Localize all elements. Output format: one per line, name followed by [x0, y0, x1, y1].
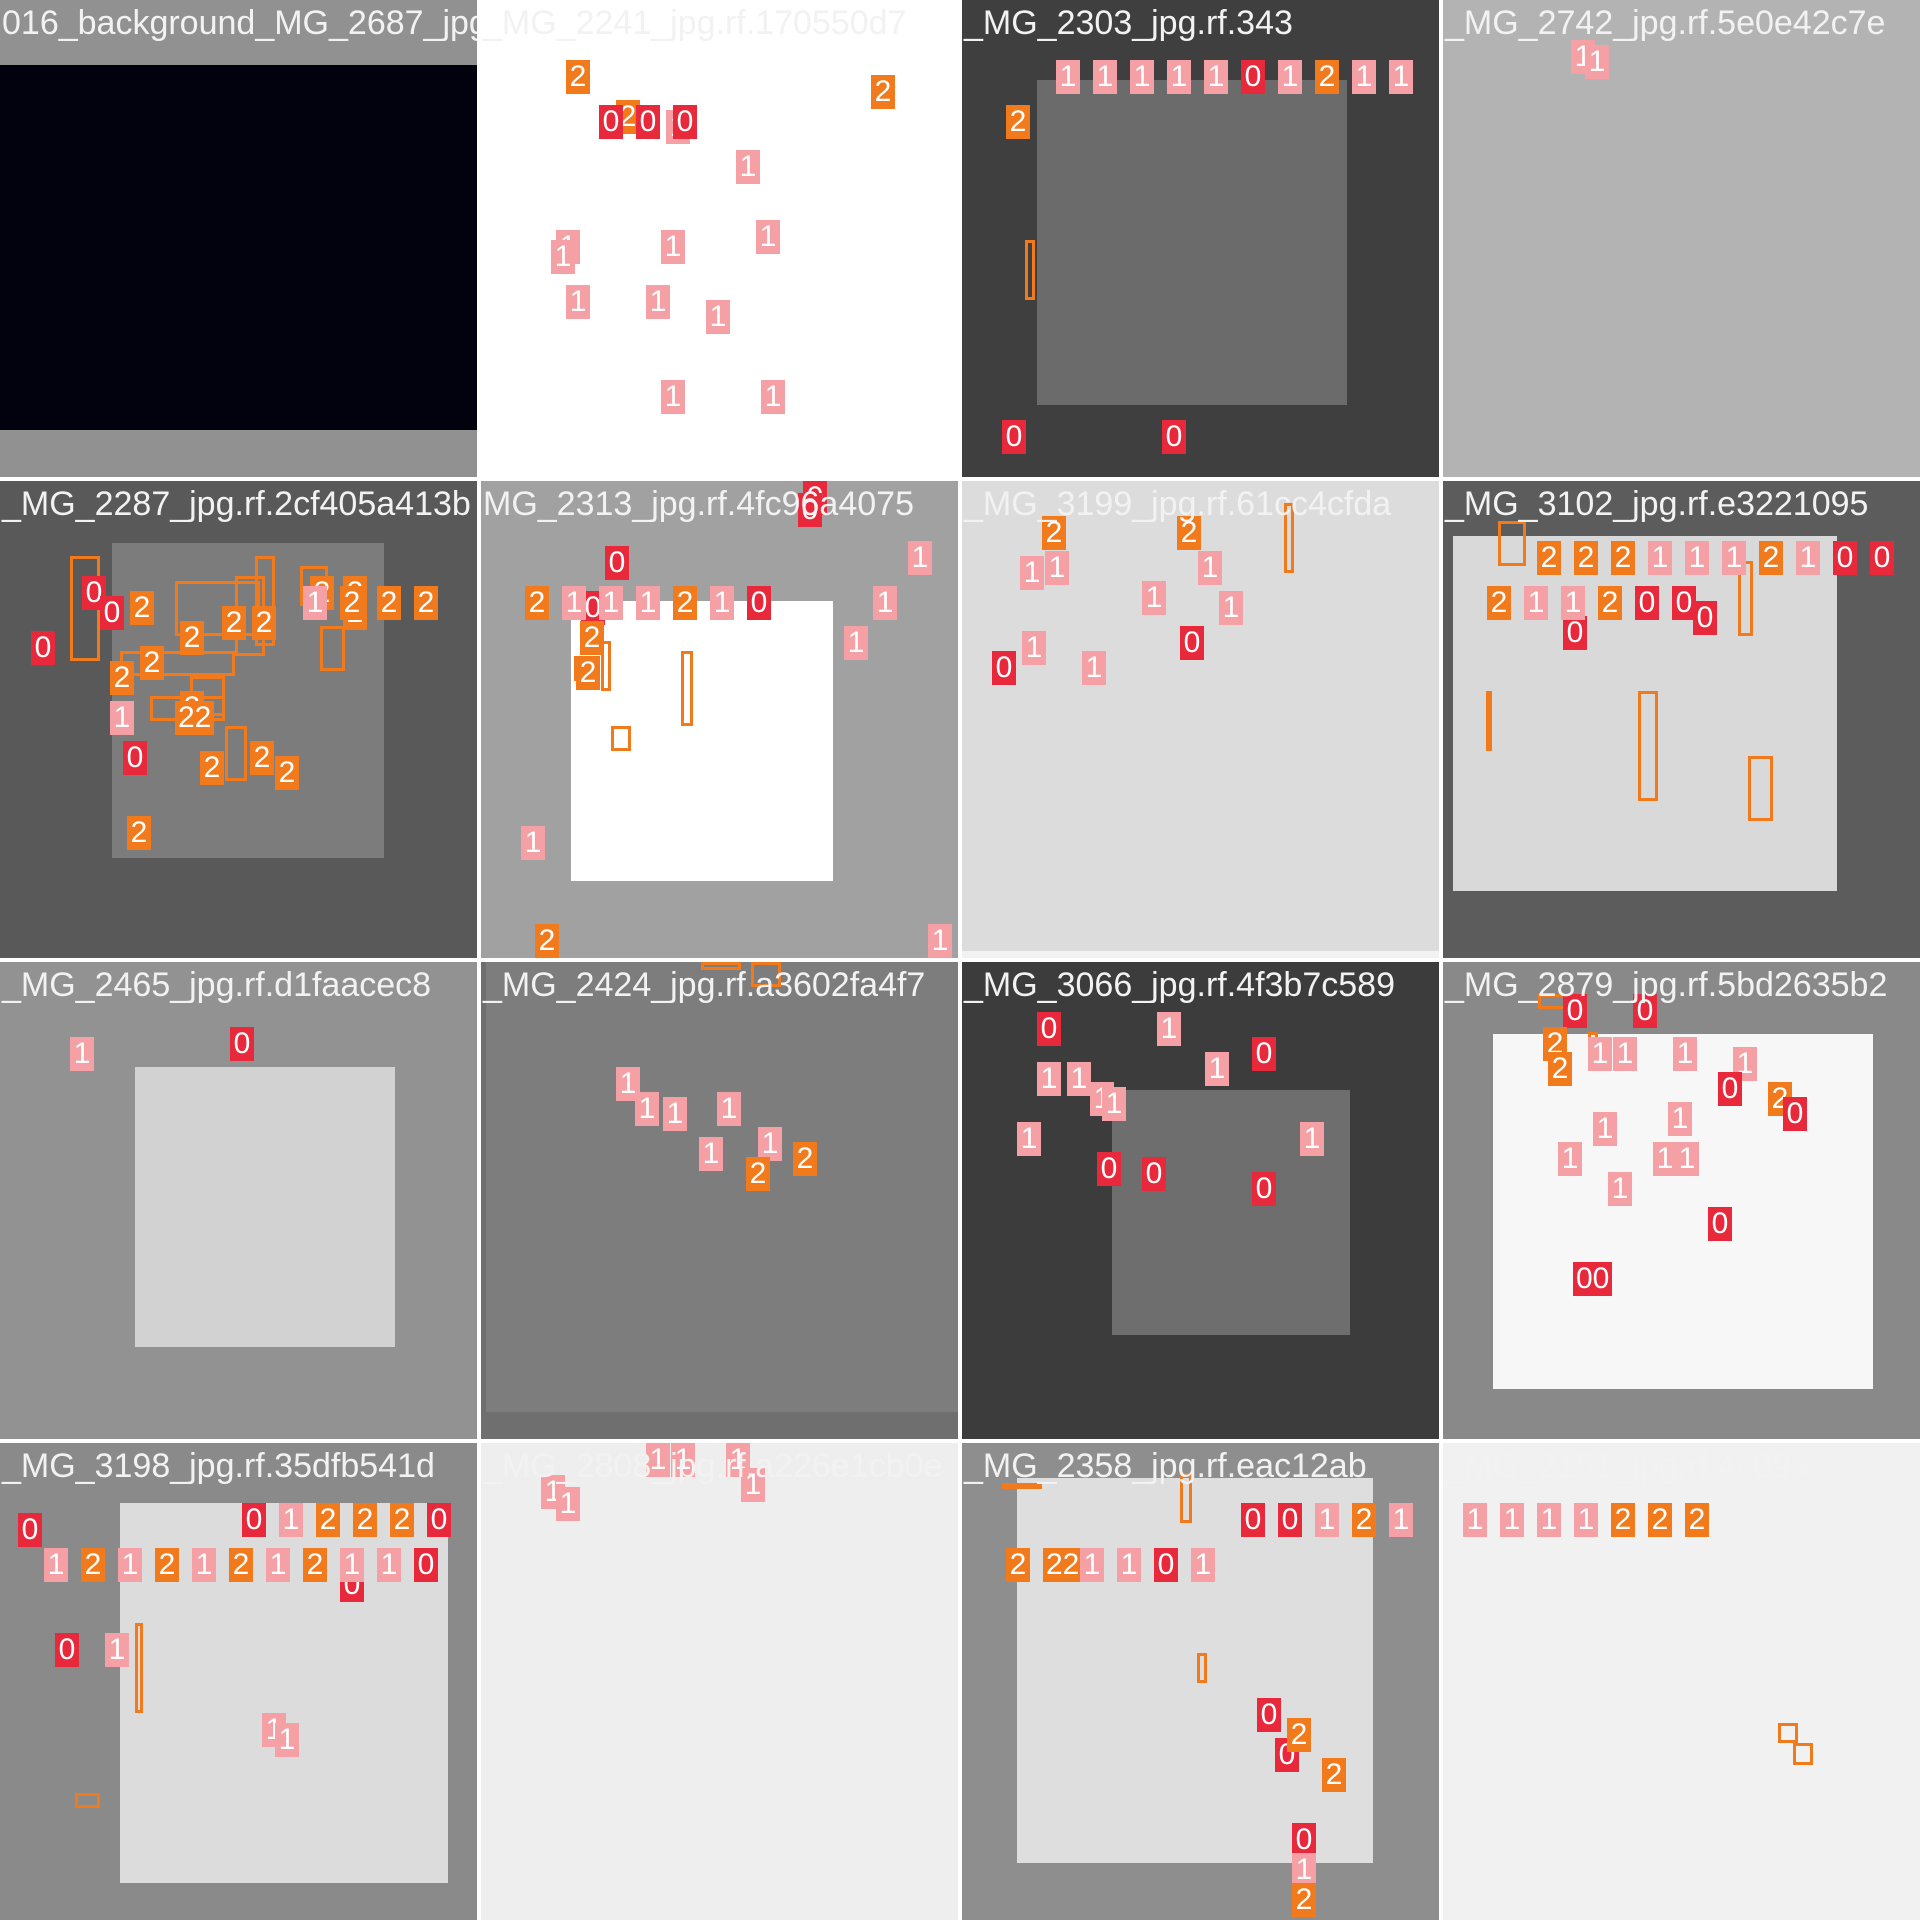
- mosaic-tile: _MG_2287_jpg.rf.2cf405a413b 0 2 2 2 0 2 2 2 2 2 2 2 1…: [0, 481, 477, 958]
- specimen-surface: [481, 0, 944, 450]
- tile-filename: _MG_2465_jpg.rf.d1faacec8: [2, 968, 477, 1002]
- specimen-surface: [1443, 0, 1920, 477]
- mosaic-tile: _MG_2303_jpg.rf.343 0 0 1 1 1 1 1 0 1 2 1 1 2: [962, 0, 1439, 477]
- specimen-surface: [120, 1503, 448, 1883]
- specimen-surface: [0, 65, 477, 430]
- tile-filename: _MG_2151_jpg.rf.4c09a: [1445, 1449, 1920, 1483]
- tile-filename: _MG_2358_jpg.rf.eac12ab: [964, 1449, 1439, 1483]
- tile-filename: _MG_2287_jpg.rf.2cf405a413b: [2, 487, 477, 521]
- specimen-surface: [486, 962, 958, 1412]
- specimen-surface: [481, 1443, 958, 1920]
- specimen-surface: [135, 1067, 395, 1347]
- tile-filename: _MG_2879_jpg.rf.5bd2635b2: [1445, 968, 1920, 1002]
- tile-filename: _MG_2303_jpg.rf.343: [964, 6, 1439, 40]
- tile-filename: _MG_2424_jpg.rf.a3602fa4f7: [483, 968, 958, 1002]
- tile-filename: _MG_3066_jpg.rf.4f3b7c589: [964, 968, 1439, 1002]
- mosaic-tile: _MG_3199_jpg.rf.61cc4cfda 2 2 1 1 1 1 1 1 1 0 0: [962, 481, 1439, 958]
- tile-filename: _MG_3102_jpg.rf.e3221095: [1445, 487, 1920, 521]
- mosaic-tile: _MG_2808_jpg.rf.a226e1cb0e 1 1 1 1 1 1: [481, 1443, 958, 1920]
- tile-filename: _MG_3198_jpg.rf.35dfb541d: [2, 1449, 477, 1483]
- mosaic-tile: MG_2313_jpg.rf.4fc96a4075 0 0 0 0 2 2 1 1 1 2 1 1 2 1 1…: [481, 481, 958, 958]
- mosaic-tile: _MG_2742_jpg.rf.5e0e42c7e 1 1: [1443, 0, 1920, 477]
- specimen-surface: [1453, 536, 1837, 891]
- mosaic-tile: _MG_2465_jpg.rf.d1faacec8 1 0: [0, 962, 477, 1439]
- specimen-surface: [571, 601, 833, 881]
- specimen-surface: [1443, 1443, 1920, 1920]
- tile-filename: _MG_3199_jpg.rf.61cc4cfda: [964, 487, 1439, 521]
- mosaic-tile: 016_background_MG_2687_jpg.rf.5994fdb9d7…: [0, 0, 477, 477]
- specimen-surface: [1112, 1090, 1350, 1335]
- mosaic-tile: _MG_2424_jpg.rf.a3602fa4f7 1 1 1 1 1 1 2 2: [481, 962, 958, 1439]
- mosaic-tile: _MG_3066_jpg.rf.4f3b7c589 0 1 1 1 1 1 1 0 1 1 0 0 0: [962, 962, 1439, 1439]
- tile-filename: _MG_2742_jpg.rf.5e0e42c7e: [1445, 6, 1920, 40]
- specimen-surface: [962, 481, 1439, 951]
- mosaic-tile: _MG_2151_jpg.rf.4c09a 1 1 1 1 2 2 2: [1443, 1443, 1920, 1920]
- specimen-surface: [1037, 80, 1347, 405]
- specimen-surface: [1493, 1034, 1873, 1389]
- tile-filename: _MG_2808_jpg.rf.a226e1cb0e: [483, 1449, 958, 1483]
- mosaic-tile: _MG_3198_jpg.rf.35dfb541d 0 0 0 1 1 1 0 1 2 2 2 0 1 2 1…: [0, 1443, 477, 1920]
- specimen-surface: [1017, 1478, 1373, 1863]
- specimen-surface: [112, 543, 384, 858]
- mosaic-tile: _MG_2241_jpg.rf.170550d7 2 2 2 1 1 1 1 1 1 1 1 1 1 1 0 0…: [481, 0, 958, 477]
- mosaic-tile: _MG_2358_jpg.rf.eac12ab 0 0 2 2 0 1 2 0 0 1 2 1 2 22 1 1…: [962, 1443, 1439, 1920]
- mosaic-tile: _MG_3102_jpg.rf.e3221095 0 0 2 2 2 1 1 1 2 1 0 0 2 1 1 2…: [1443, 481, 1920, 958]
- tile-filename: 016_background_MG_2687_jpg.rf.5994fdb9d7…: [2, 6, 477, 40]
- tile-filename: MG_2313_jpg.rf.4fc96a4075: [483, 487, 958, 521]
- mosaic-tile: _MG_2879_jpg.rf.5bd2635b2 0 0 2 2 1 1 1 1 2 0 0 1 1 1 1…: [1443, 962, 1920, 1439]
- tile-filename: _MG_2241_jpg.rf.170550d7: [483, 6, 958, 40]
